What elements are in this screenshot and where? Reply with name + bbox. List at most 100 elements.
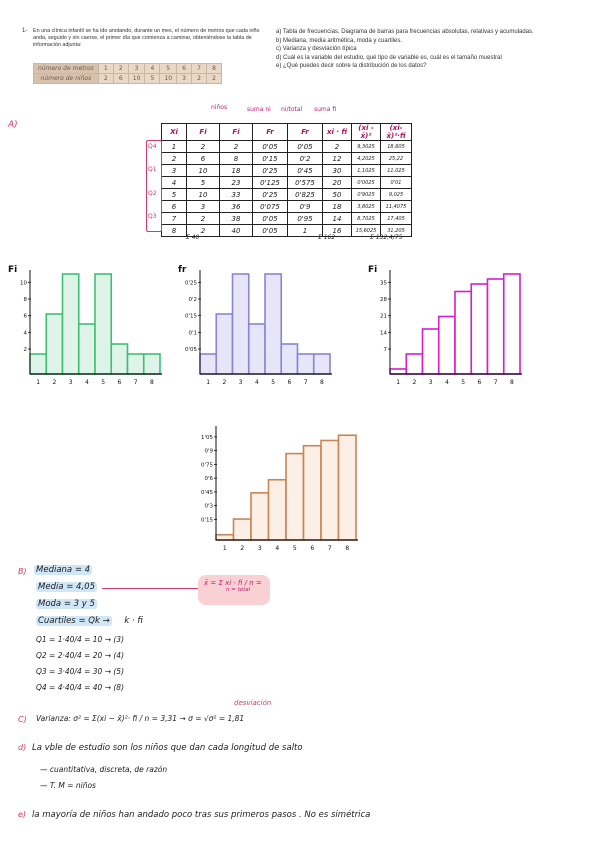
- bar: [389, 368, 408, 375]
- cuartiles: Cuartiles = Qk → k · fi: [36, 616, 143, 626]
- table-row: 4 5 23 0'125 0'575 20 0'0025 0'01: [161, 176, 412, 189]
- bar: [320, 439, 340, 541]
- x-tick-label: 8: [150, 379, 154, 386]
- cell: 16: [322, 224, 352, 237]
- cell: 7: [191, 63, 208, 74]
- cell: 23: [219, 176, 253, 189]
- bar: [142, 353, 161, 375]
- sample-size: — T. M = niños: [40, 781, 96, 790]
- table-row: 5 10 33 0'25 0'825 50 0'9025 9,025: [161, 188, 412, 201]
- cell: 18: [219, 164, 253, 177]
- header-sqdev: (xi - x̄)²: [351, 123, 381, 141]
- note-ninos: niños: [211, 104, 228, 111]
- cell: 10: [186, 164, 220, 177]
- y-tick-label: 2: [24, 347, 28, 353]
- x-tick-label: 4: [275, 545, 279, 552]
- y-tick-label: 0'1: [188, 330, 197, 336]
- cell: 8: [161, 224, 187, 237]
- y-axis-label: Fi: [8, 265, 17, 275]
- cell: 0'2: [287, 152, 323, 165]
- cell: 0'25: [252, 164, 288, 177]
- sum-last: Σ 132,4/75: [370, 234, 403, 241]
- moda: Moda = 3 y 5: [36, 599, 97, 609]
- x-tick-label: 4: [85, 379, 89, 386]
- cell: 3: [161, 164, 187, 177]
- cuartiles-text: Cuartiles = Qk →: [36, 616, 112, 626]
- bar: [280, 343, 299, 375]
- bar: [232, 518, 252, 541]
- header-Fi: Fi: [219, 123, 253, 141]
- y-tick-label: 6: [24, 314, 28, 320]
- cell: 33: [219, 188, 253, 201]
- cell: 0'075: [252, 200, 288, 213]
- cell: 10: [127, 73, 146, 84]
- table-row: 8 2 40 0'05 1 16 15,6025 31,205: [161, 224, 412, 237]
- cell: 6: [161, 200, 187, 213]
- frequency-table: Xi Fi Fi Fr Fr xi · fi (xi - x̄)² (xi-x̄…: [161, 123, 412, 237]
- bar: [312, 353, 331, 375]
- bar: [264, 273, 283, 375]
- y-tick-label: 8: [24, 297, 28, 303]
- cell: 2: [97, 73, 114, 84]
- cell: 1,1025: [351, 164, 381, 177]
- x-tick-label: 6: [477, 379, 481, 386]
- question-a: a) Tabla de frecuencias. Diagrama de bar…: [276, 29, 534, 35]
- bar: [29, 353, 48, 375]
- y-tick-label: 0'25: [185, 280, 198, 286]
- problem-statement: En una clínica infantil se ha ido anotan…: [33, 28, 260, 48]
- quartile-tag: Q4: [148, 143, 157, 150]
- table-header-row: Xi Fi Fi Fr Fr xi · fi (xi - x̄)² (xi-x̄…: [161, 123, 412, 141]
- cell: 40: [219, 224, 253, 237]
- cell: 2: [322, 140, 352, 153]
- bar: [470, 283, 489, 375]
- desviacion-note: desviación: [234, 699, 272, 707]
- formula-text: x̄ = Σ xi · fi / n =: [204, 579, 262, 587]
- mediana: Mediana = 4: [34, 565, 93, 575]
- y-tick-label: 0'6: [204, 476, 213, 482]
- header-sqdev-fi: (xi-x̄)²·fi: [380, 123, 412, 141]
- x-tick-label: 8: [510, 379, 514, 386]
- cell: 6: [176, 63, 193, 74]
- cell: 4: [144, 63, 161, 74]
- cell: 0'05: [252, 140, 288, 153]
- x-tick-label: 3: [239, 379, 243, 386]
- quartile-list: Q1 = 1·40/4 = 10 → (3) Q2 = 2·40/4 = 20 …: [36, 632, 124, 696]
- cell: 0'0025: [351, 176, 381, 189]
- cell: 5: [144, 73, 161, 84]
- cell: 2: [112, 63, 129, 74]
- question-b: b) Mediana, media aritmética, moda y cua…: [276, 37, 403, 44]
- cell: 30: [322, 164, 352, 177]
- bar: [215, 313, 234, 375]
- bar: [126, 353, 145, 375]
- bar: [94, 273, 113, 375]
- cell: 8,7025: [351, 212, 381, 225]
- cell: 2: [219, 140, 253, 153]
- bar: [285, 452, 305, 541]
- cell: 10: [186, 188, 220, 201]
- x-tick-label: 5: [271, 379, 275, 386]
- x-tick-label: 7: [134, 379, 138, 386]
- cell: 18: [322, 200, 352, 213]
- bar: [454, 290, 473, 375]
- cell: 20: [322, 176, 352, 189]
- bar: [267, 478, 287, 541]
- section-d-text: La vble de estudio son los niños que dan…: [32, 743, 303, 753]
- cell: 8: [219, 152, 253, 165]
- variable-type: — cuantitativa, discreta, de razón: [40, 765, 168, 774]
- y-axis-label: Fi: [368, 265, 377, 275]
- x-tick-label: 7: [328, 545, 332, 552]
- cell: 15,6025: [351, 224, 381, 237]
- header-fi: Fi: [186, 123, 220, 141]
- x-tick-label: 4: [255, 379, 259, 386]
- section-a-label: A): [8, 120, 18, 130]
- cell: 8: [206, 63, 223, 74]
- cell: 5: [186, 176, 220, 189]
- section-e-text: la mayoría de niños han andado poco tras…: [32, 810, 371, 820]
- cell: 1: [97, 63, 114, 74]
- header-xi: Xi: [161, 123, 187, 141]
- cell: 2: [191, 73, 208, 84]
- cell: 6: [186, 152, 220, 165]
- bar: [61, 273, 80, 375]
